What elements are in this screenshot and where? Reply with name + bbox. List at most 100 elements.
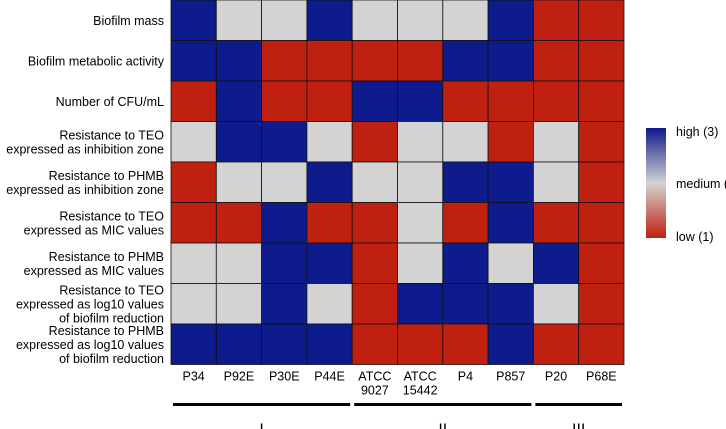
column-label-line: 15442 [403,384,438,398]
heatmap-cell [306,323,353,365]
row-label: Biofilm metabolic activity [28,54,165,68]
heatmap-cell [578,80,625,122]
heatmap-cell [261,202,308,244]
row-label-line: Resistance to TEO [59,283,164,297]
heatmap-cell [215,283,263,325]
heatmap-cell [533,0,580,41]
heatmap-cell [397,80,444,122]
heatmap-cell [261,242,308,284]
row-label: Number of CFU/mL [56,95,164,109]
heatmap-cell [306,202,353,244]
heatmap-cell [578,202,625,244]
row-label: Resistance to TEO expressed as MIC values [24,209,165,237]
row-label-line: Biofilm mass [93,14,164,28]
heatmap-cell [487,323,534,365]
heatmap-cell [487,40,534,82]
column-label-line: P68E [586,370,617,384]
row-labels: Biofilm mass Biofilm metabolic activity Nu… [6,14,164,366]
heatmap-cell [261,283,308,325]
row-label-line: expressed as MIC values [24,223,164,237]
column-label-line: ATCC [358,370,391,384]
heatmap-cell [487,121,534,163]
row-label: Biofilm mass [93,14,164,28]
heatmap-cell [533,161,580,203]
heatmap-cell [442,80,489,122]
heatmap-cell [442,202,489,244]
heatmap-cell [351,323,398,365]
row-label-line: of biofilm reduction [59,311,164,325]
heatmap-cell [215,242,263,284]
group-label: III [572,422,585,429]
heatmap-cell [306,283,353,325]
heatmap-cell [351,202,398,244]
column-label-line: P4 [458,370,473,384]
heatmap-cell [170,283,217,325]
heatmap-cell [487,242,534,284]
heatmap-cell [487,80,534,122]
heatmap-cell [397,121,444,163]
heatmap-cell [261,161,308,203]
row-label-line: Resistance to TEO [59,209,164,223]
heatmap-cell [351,40,398,82]
row-label: Resistance to PHMB expressed as MIC value… [24,250,164,278]
column-label-line: P20 [545,370,567,384]
heatmap-cell [306,161,353,203]
heatmap-cell [533,242,580,284]
heatmap-cell [261,0,308,41]
column-label: ATCC 15442 [403,370,438,398]
legend-label-low: low (1) [676,230,714,244]
heatmap-cell [351,242,398,284]
column-label: P4 [458,370,473,384]
heatmap-cell [215,40,263,82]
heatmap-cell [351,0,398,41]
heatmap-cell [533,80,580,122]
column-label: P20 [545,370,567,384]
column-label: ATCC 9027 [358,370,391,398]
column-label-line: P30E [269,370,300,384]
heatmap-cell [170,121,217,163]
column-label: P92E [224,370,255,384]
heatmap-cell [487,0,534,41]
heatmap-cell [487,161,534,203]
legend-label-high: high (3) [676,125,718,139]
heatmap-cell [533,283,580,325]
row-label-line: expressed as log10 values [16,297,164,311]
column-label: P30E [269,370,300,384]
column-label-line: P34 [183,370,205,384]
heatmap-cell [170,80,217,122]
group-brackets: IIIIII [173,403,622,429]
heatmap-cell [215,202,263,244]
heatmap-cell [487,283,534,325]
color-legend: high (3) medium (2) low (1) [646,125,726,244]
heatmap-cell [442,323,489,365]
heatmap-cell [442,121,489,163]
row-label-line: expressed as MIC values [24,264,164,278]
heatmap-cell [578,121,625,163]
heatmap-cell [215,80,263,122]
heatmap-cell [397,283,444,325]
heatmap-cell [351,161,398,203]
row-label: Resistance to TEO expressed as inhibition… [6,128,164,156]
heatmap-cell [261,121,308,163]
row-label-line: Resistance to PHMB [49,324,164,338]
column-label: P68E [586,370,617,384]
heatmap-cell [442,0,489,41]
row-label: Resistance to PHMB expressed as inhibitio… [6,169,164,197]
legend-color-bar [646,128,666,238]
heatmap-cell [170,40,217,82]
heatmap-cell [261,80,308,122]
column-label-line: P857 [496,370,525,384]
heatmap-cell [261,40,308,82]
heatmap-cell [306,40,353,82]
heatmap-cell [442,40,489,82]
legend-label-medium: medium (2) [676,177,726,191]
heatmap-cell [170,242,217,284]
heatmap-cell [442,283,489,325]
heatmap-cell [170,0,217,41]
heatmap-cell [397,323,444,365]
column-label-line: 9027 [361,384,389,398]
heatmap-cell [215,161,263,203]
heatmap-cell [170,323,217,365]
heatmap-cell [578,40,625,82]
heatmap-cell [397,0,444,41]
